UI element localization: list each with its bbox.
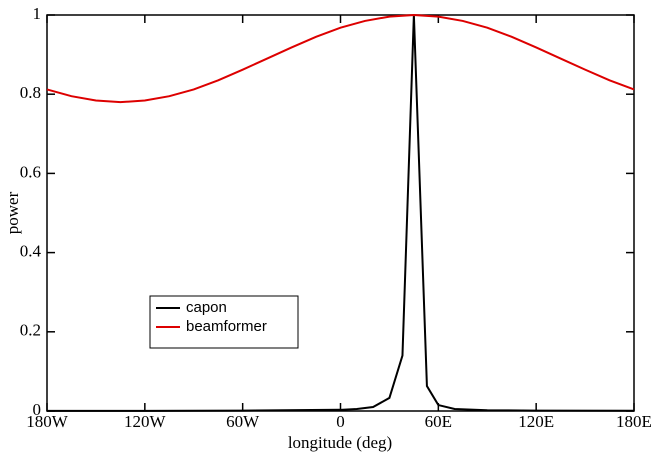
x-tick-label: 60W	[226, 412, 260, 431]
line	[46, 13, 635, 104]
x-tick-label: 180W	[26, 412, 69, 431]
legend-label: beamformer	[186, 318, 267, 335]
legend-box	[149, 295, 299, 349]
x-tick-label: 120W	[124, 412, 167, 431]
x-axis-label: longitude (deg)	[288, 433, 392, 452]
x-tick-label: 180E	[616, 412, 652, 431]
x-tick-label: 60E	[425, 412, 452, 431]
y-tick-label: 0	[33, 400, 42, 419]
line	[47, 14, 635, 412]
y-tick-label: 1	[33, 4, 42, 23]
y-axis-label: power	[3, 191, 22, 234]
y-tick-label: 0.6	[20, 162, 41, 181]
y-tick-label: 0.4	[20, 242, 42, 261]
y-tick-label: 0.2	[20, 321, 41, 340]
y-tick-label: 0.8	[20, 83, 41, 102]
x-tick-label: 0	[336, 412, 345, 431]
x-tick-label: 120E	[518, 412, 554, 431]
plot-frame	[46, 14, 635, 412]
legend-label: capon	[186, 299, 227, 316]
